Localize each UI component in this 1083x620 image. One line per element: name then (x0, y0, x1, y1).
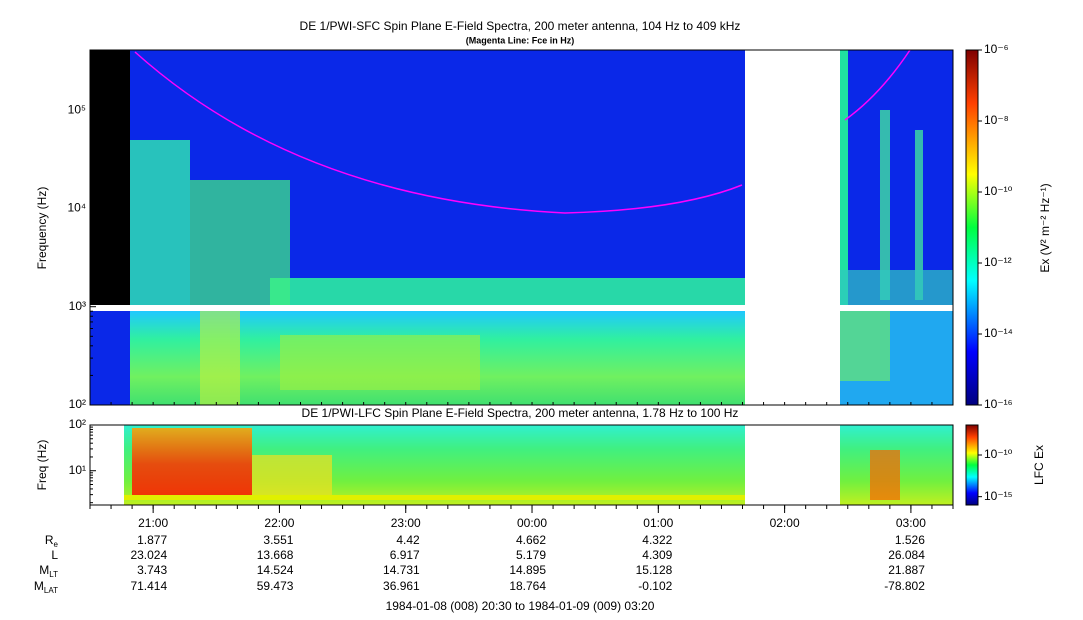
colorbar-bottom (966, 425, 978, 505)
y-axis-label: Freq (Hz) (35, 440, 49, 491)
table-cell: 71.414 (130, 579, 167, 593)
x-tick-label: 21:00 (138, 516, 168, 530)
table-cell: 23.024 (130, 548, 167, 562)
frame (965, 49, 979, 406)
x-tick-label: 00:00 (517, 516, 547, 530)
table-cell: 4.322 (642, 533, 672, 547)
table-cell: 26.084 (888, 548, 925, 562)
title: DE 1/PWI-SFC Spin Plane E-Field Spectra,… (300, 19, 741, 33)
table-cell: 14.895 (509, 563, 546, 577)
spectrogram-bottom (124, 425, 953, 505)
table-cell: 1.877 (137, 533, 167, 547)
table-cell: 4.309 (642, 548, 672, 562)
y-tick-label: 10² (69, 397, 86, 411)
row-label: Re (45, 533, 59, 549)
colorbar-tick-label: 10⁻¹⁰ (984, 447, 1013, 461)
x-tick-label: 03:00 (896, 516, 926, 530)
y-tick-label: 10¹ (69, 463, 86, 477)
y-tick-label: 10³ (69, 299, 86, 313)
row-label-main: R (45, 533, 54, 547)
subtitle: (Magenta Line: Fce in Hz) (466, 35, 575, 45)
table-cell: 59.473 (257, 579, 294, 593)
colorbar-label: Ex (V² m⁻² Hz⁻¹) (1038, 183, 1052, 272)
frequency-break (90, 305, 953, 311)
footer: 1984-01-08 (008) 20:30 to 1984-01-09 (00… (386, 599, 655, 613)
y-tick-label: 10² (69, 417, 86, 431)
table-cell: 3.743 (137, 563, 167, 577)
table-cell: -78.802 (884, 579, 925, 593)
y-axis-label: Frequency (Hz) (35, 187, 49, 270)
spectrogram-top (90, 49, 953, 405)
colorbar-top (966, 50, 978, 405)
y-tick-label: 10⁵ (68, 102, 86, 116)
row-label: MLT (39, 563, 58, 579)
row-label-main: M (39, 563, 49, 577)
table-cell: 3.551 (263, 533, 293, 547)
colorbar-tick-label: 10⁻¹⁴ (984, 326, 1013, 340)
colorbar-tick-label: 10⁻⁸ (984, 113, 1009, 127)
frame (965, 424, 979, 506)
table-cell: 14.524 (257, 563, 294, 577)
row-label-sub: e (54, 540, 59, 549)
row-label: L (51, 548, 58, 562)
table-cell: 14.731 (383, 563, 420, 577)
colorbar-tick-label: 10⁻¹² (984, 255, 1012, 269)
x-tick-label: 01:00 (643, 516, 673, 530)
table-cell: 6.917 (390, 548, 420, 562)
table-cell: 1.526 (895, 533, 925, 547)
colorbar-tick-label: 10⁻¹⁰ (984, 184, 1013, 198)
x-tick-label: 23:00 (391, 516, 421, 530)
row-label-sub: LAT (44, 586, 58, 595)
table-cell: 5.179 (516, 548, 546, 562)
table-cell: 4.42 (396, 533, 420, 547)
y-tick-label: 10⁴ (67, 201, 86, 215)
row-label-main: M (34, 579, 44, 593)
x-tick-label: 02:00 (770, 516, 800, 530)
table-cell: 13.668 (257, 548, 294, 562)
frame (89, 424, 954, 506)
row-label-main: L (51, 548, 58, 562)
table-cell: 21.887 (888, 563, 925, 577)
title: DE 1/PWI-LFC Spin Plane E-Field Spectra,… (302, 406, 739, 420)
row-label-sub: LT (49, 570, 58, 579)
colorbar-label: LFC Ex (1032, 445, 1046, 485)
x-tick-label: 22:00 (264, 516, 294, 530)
table-cell: 4.662 (516, 533, 546, 547)
table-cell: 36.961 (383, 579, 420, 593)
row-label: MLAT (34, 579, 58, 595)
colorbar-tick-label: 10⁻⁶ (984, 42, 1009, 56)
table-cell: -0.102 (638, 579, 672, 593)
frame (89, 49, 954, 406)
colorbar-tick-label: 10⁻¹⁶ (984, 397, 1013, 411)
table-cell: 15.128 (636, 563, 673, 577)
colorbar-tick-label: 10⁻¹⁵ (984, 489, 1013, 503)
table-cell: 18.764 (509, 579, 546, 593)
